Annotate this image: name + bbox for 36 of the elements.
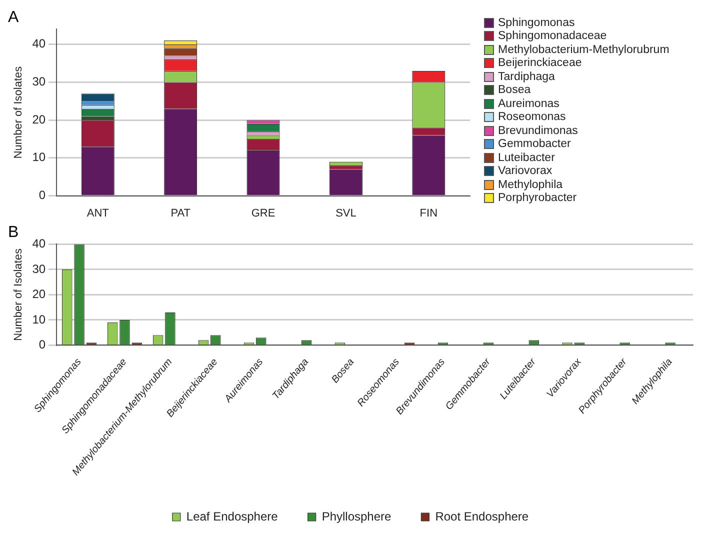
y-axis-title: Number of Isolates [12, 248, 25, 341]
legend-label: Variovorax [498, 165, 552, 178]
x-tick-label: GRE [251, 207, 276, 220]
chart-title: A [8, 9, 19, 26]
legend-label: Porphyrobacter [498, 192, 577, 204]
y-tick-label: 30 [32, 262, 46, 276]
x-tick-label: FIN [420, 207, 438, 220]
legend-label: Phyllosphere [322, 509, 392, 524]
x-tick-label: PAT [170, 207, 191, 220]
x-tick-label: ANT [86, 207, 110, 220]
legend-label: Tardiphaga [498, 70, 555, 83]
y-tick-label: 20 [32, 287, 46, 302]
legend-label: Root Endosphere [435, 509, 529, 524]
y-tick-label: 30 [32, 74, 46, 89]
y-axis-title: Number of Isolates [12, 66, 25, 159]
legend-label: Bosea [498, 84, 531, 96]
y-tick-label: 10 [32, 312, 46, 326]
y-tick-label: 10 [32, 150, 46, 164]
legend-label: Brevundimonas [498, 124, 578, 137]
legend-label: Leaf Endosphere [186, 509, 278, 524]
legend-label: Roseomonas [498, 111, 566, 124]
y-tick-label: 40 [32, 236, 46, 251]
y-tick-label: 0 [38, 188, 46, 202]
legend-label: Beijerinckiaceae [498, 57, 582, 70]
legend-label: Methylophila [498, 178, 563, 191]
y-tick-label: 40 [32, 36, 46, 51]
y-tick-label: 0 [38, 338, 46, 352]
legend-label: Methylobacterium-Methylorubrum [498, 44, 670, 56]
legend-label: Sphingomonas [498, 16, 575, 29]
legend-label: Aureimonas [498, 98, 560, 110]
x-tick-label: SVL [336, 207, 356, 220]
legend-label: Sphingomonadaceae [498, 30, 607, 42]
chart-title: B [8, 224, 19, 242]
legend-label: Luteibacter [498, 152, 555, 164]
legend-label: Gemmobacter [498, 138, 571, 150]
y-tick-label: 20 [32, 112, 46, 126]
